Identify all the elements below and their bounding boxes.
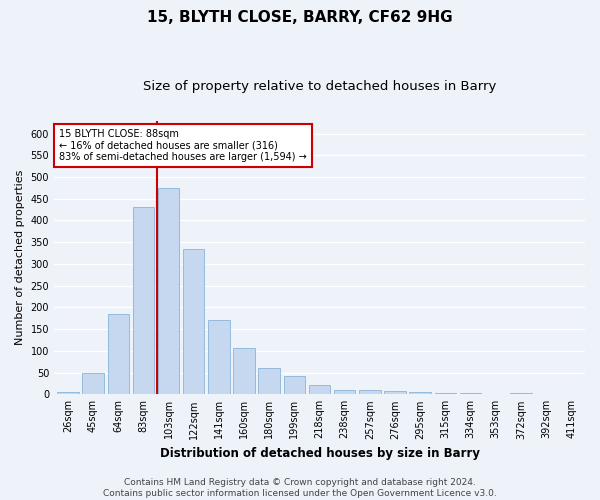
- Bar: [82, 372, 104, 394]
- Bar: [107, 314, 129, 394]
- Bar: [309, 384, 330, 394]
- Bar: [57, 392, 79, 394]
- Text: 15 BLYTH CLOSE: 88sqm
← 16% of detached houses are smaller (316)
83% of semi-det: 15 BLYTH CLOSE: 88sqm ← 16% of detached …: [59, 129, 307, 162]
- Bar: [158, 188, 179, 394]
- Bar: [208, 320, 230, 394]
- Bar: [385, 391, 406, 394]
- Bar: [183, 248, 205, 394]
- Bar: [334, 390, 355, 394]
- Bar: [259, 368, 280, 394]
- Bar: [233, 348, 255, 395]
- Bar: [284, 376, 305, 394]
- Bar: [133, 208, 154, 394]
- Bar: [409, 392, 431, 394]
- X-axis label: Distribution of detached houses by size in Barry: Distribution of detached houses by size …: [160, 447, 479, 460]
- Text: Contains HM Land Registry data © Crown copyright and database right 2024.
Contai: Contains HM Land Registry data © Crown c…: [103, 478, 497, 498]
- Y-axis label: Number of detached properties: Number of detached properties: [15, 170, 25, 345]
- Title: Size of property relative to detached houses in Barry: Size of property relative to detached ho…: [143, 80, 496, 93]
- Text: 15, BLYTH CLOSE, BARRY, CF62 9HG: 15, BLYTH CLOSE, BARRY, CF62 9HG: [147, 10, 453, 25]
- Bar: [434, 392, 456, 394]
- Bar: [359, 390, 380, 394]
